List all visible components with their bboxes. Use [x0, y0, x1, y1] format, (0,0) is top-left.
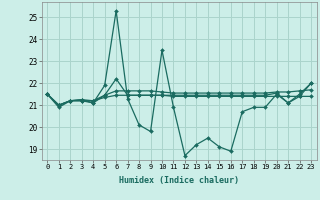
X-axis label: Humidex (Indice chaleur): Humidex (Indice chaleur) [119, 176, 239, 185]
